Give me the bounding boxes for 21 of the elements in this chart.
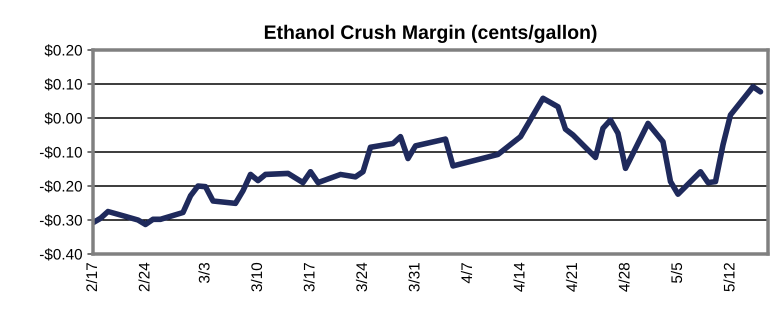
x-tick-label: 4/7 bbox=[460, 263, 472, 284]
x-tick-label: 3/31 bbox=[408, 263, 420, 292]
chart-title: Ethanol Crush Margin (cents/gallon) bbox=[264, 24, 596, 44]
x-tick-label: 3/17 bbox=[303, 263, 315, 292]
x-tick-label: 2/24 bbox=[138, 262, 150, 292]
x-tick-label: 4/21 bbox=[566, 263, 578, 292]
x-tick-label: 3/3 bbox=[198, 263, 210, 283]
x-tick-label: 5/12 bbox=[723, 263, 735, 292]
y-tick-label: $0.00 bbox=[44, 112, 82, 125]
y-tick-label: -$0.30 bbox=[40, 214, 82, 227]
x-tick-label: 4/28 bbox=[618, 262, 630, 292]
y-tick-label: -$0.20 bbox=[40, 180, 82, 193]
y-tick-label: -$0.40 bbox=[40, 248, 82, 261]
y-tick-label: -$0.10 bbox=[40, 146, 82, 159]
x-tick-label: 3/24 bbox=[356, 262, 368, 292]
x-tick-label: 5/5 bbox=[670, 262, 682, 283]
y-tick-label: $0.20 bbox=[44, 44, 82, 57]
y-tick-label: $0.10 bbox=[44, 78, 82, 91]
x-tick-label: 4/14 bbox=[513, 262, 525, 292]
x-tick-label: 3/10 bbox=[250, 262, 262, 292]
x-tick-label: 2/17 bbox=[86, 263, 98, 292]
